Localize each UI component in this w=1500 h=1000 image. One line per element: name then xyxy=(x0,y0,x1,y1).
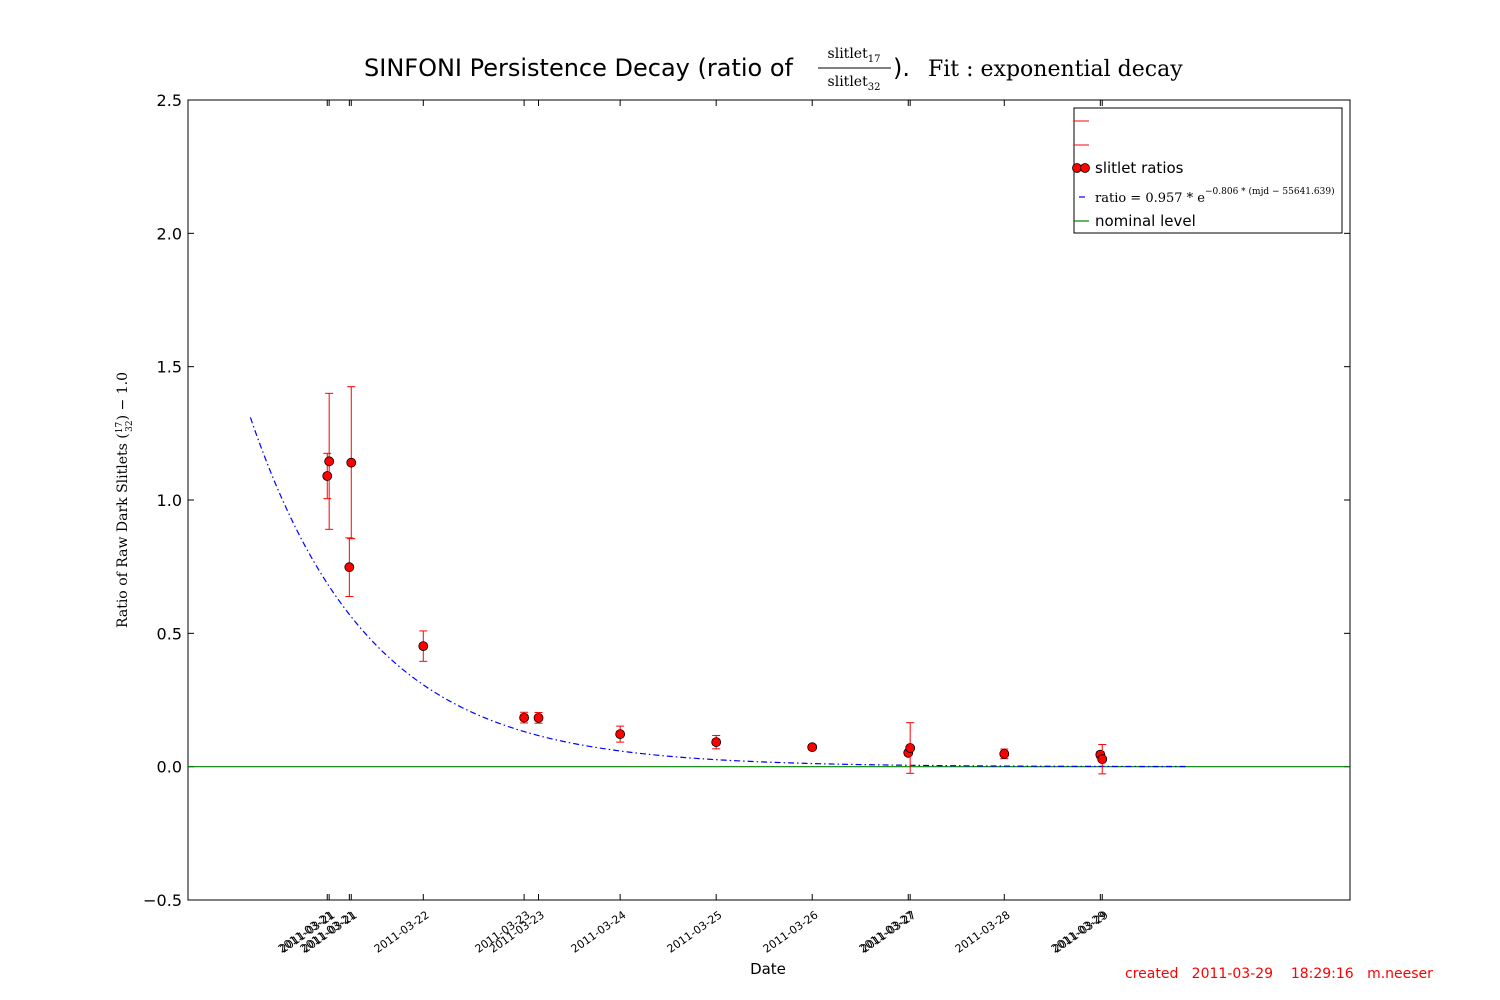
y-tick-label: 0.5 xyxy=(157,624,182,643)
data-point xyxy=(807,742,818,753)
y-label-den: 32 xyxy=(125,420,135,431)
x-tick-label: 2011-03-28 xyxy=(953,908,1013,955)
y-tick-label: −0.5 xyxy=(143,891,182,910)
x-tick-label: 2011-03-29 xyxy=(1051,908,1111,955)
svg-text:Ratio of Raw Dark Slitlets (17: Ratio of Raw Dark Slitlets (1732) − 1.0 xyxy=(115,372,135,628)
legend-slitlet-ratios: slitlet ratios xyxy=(1095,159,1184,177)
title-frac-num: slitlet xyxy=(828,46,869,62)
point-marker xyxy=(615,729,626,740)
svg-text:SINFONI Persistence Decay (rat: SINFONI Persistence Decay (ratio of xyxy=(364,54,794,82)
point-marker xyxy=(807,742,818,753)
point-marker xyxy=(1097,754,1108,765)
slitlet-ratios-series xyxy=(322,386,1108,775)
y-tick-label: 2.5 xyxy=(157,91,182,110)
y-label-num: 17 xyxy=(115,422,125,434)
data-point xyxy=(519,711,530,724)
footer-created: created 2011-03-29 18:29:16 m.neeser xyxy=(1125,966,1433,982)
x-axis-label: Date xyxy=(750,960,786,978)
y-label-post: ) − 1.0 xyxy=(115,372,131,420)
data-point xyxy=(905,722,916,774)
y-tick-label: 0.0 xyxy=(157,758,182,777)
point-marker xyxy=(344,562,355,573)
legend-nominal-level: nominal level xyxy=(1095,212,1196,230)
y-label-pre: Ratio of Raw Dark Slitlets ( xyxy=(115,433,131,628)
chart-title-main: SINFONI Persistence Decay (ratio of xyxy=(364,54,794,82)
point-marker xyxy=(346,457,357,468)
point-marker xyxy=(418,641,429,652)
y-tick-label: 2.0 xyxy=(157,224,182,243)
legend-box xyxy=(1073,107,1343,234)
point-marker xyxy=(533,712,544,723)
legend-fit-label: ratio = 0.957 * e−0.806 * (mjd − 55641.6… xyxy=(1095,186,1335,206)
point-marker xyxy=(322,471,333,481)
point-marker xyxy=(905,743,916,753)
x-tick-label: 2011-03-27 xyxy=(859,908,919,955)
y-axis: 2.5 2.0 1.5 1.0 0.5 0.0 −0.5 xyxy=(143,91,1350,910)
point-marker xyxy=(999,748,1010,759)
legend-marker-swatch-2 xyxy=(1080,163,1090,173)
data-point xyxy=(346,386,357,540)
data-point xyxy=(711,734,722,750)
data-point xyxy=(999,748,1010,760)
x-tick-label: 2011-03-25 xyxy=(665,908,725,955)
title-frac-num-sub: 17 xyxy=(868,54,881,65)
data-point xyxy=(324,392,335,530)
svg-text:slitlet17: slitlet17 xyxy=(828,46,881,65)
point-marker xyxy=(324,456,335,467)
data-point xyxy=(1097,744,1108,775)
point-marker xyxy=(519,712,530,723)
data-point xyxy=(615,725,626,743)
svg-text:slitlet32: slitlet32 xyxy=(828,74,881,93)
data-point xyxy=(533,712,544,724)
title-after: ). xyxy=(893,54,910,82)
x-tick-label: 2011-03-26 xyxy=(761,908,821,955)
legend: slitlet ratios ratio = 0.957 * e−0.806 *… xyxy=(1072,107,1343,234)
x-tick-label: 2011-03-22 xyxy=(372,908,432,955)
legend-fit-exp: −0.806 * (mjd − 55641.639) xyxy=(1205,186,1335,197)
y-axis-label: Ratio of Raw Dark Slitlets (1732) − 1.0 xyxy=(115,372,135,628)
title-frac-den: slitlet xyxy=(828,74,869,90)
y-tick-label: 1.5 xyxy=(157,358,182,377)
legend-fit-pre: ratio = 0.957 * e xyxy=(1095,191,1205,206)
title-frac-den-sub: 32 xyxy=(868,82,881,93)
chart-title: SINFONI Persistence Decay (ratio of slit… xyxy=(364,46,1183,93)
data-point xyxy=(418,630,429,662)
point-marker xyxy=(711,737,722,748)
y-tick-label: 1.0 xyxy=(157,491,182,510)
title-fit: Fit : exponential decay xyxy=(928,57,1183,82)
x-tick-label: 2011-03-24 xyxy=(569,908,629,955)
data-point xyxy=(344,537,355,598)
